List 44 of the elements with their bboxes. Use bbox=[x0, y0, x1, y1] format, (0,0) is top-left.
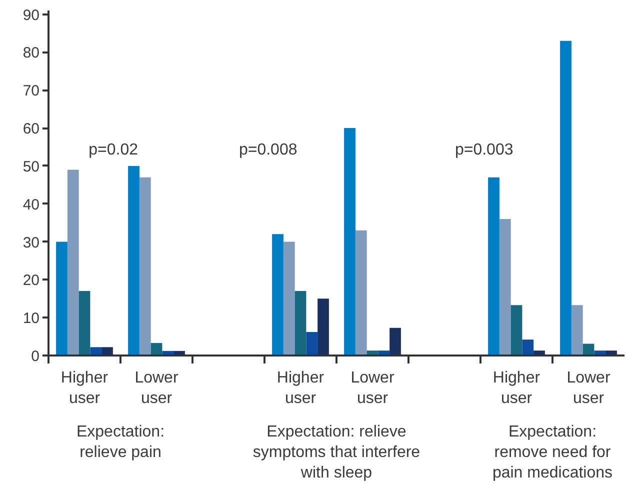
bar bbox=[67, 170, 79, 356]
annotation: p=0.003 bbox=[454, 141, 514, 158]
bar bbox=[344, 128, 356, 356]
y-tick-label: 20 bbox=[22, 272, 40, 290]
x-tick-label: Lower user bbox=[350, 370, 395, 407]
x-tick-label: Lower user bbox=[134, 370, 179, 407]
bar bbox=[78, 291, 90, 356]
bar bbox=[488, 177, 500, 356]
bar bbox=[522, 340, 534, 356]
text: Expectation: remove need for pain medications bbox=[492, 424, 613, 482]
x-tick-label: Higher user bbox=[60, 370, 109, 407]
bar bbox=[560, 40, 572, 356]
bar bbox=[582, 344, 594, 356]
y-tick-label: 40 bbox=[22, 196, 40, 214]
bar bbox=[128, 166, 140, 356]
bar bbox=[139, 177, 151, 356]
y-tick-label: 30 bbox=[22, 234, 40, 252]
y-tick-label: 0 bbox=[31, 348, 40, 365]
bar bbox=[306, 332, 318, 356]
x-tick-label: Lower user bbox=[566, 370, 611, 407]
y-tick-label: 60 bbox=[22, 120, 40, 138]
bar bbox=[90, 347, 102, 356]
bar bbox=[294, 291, 306, 356]
bar bbox=[499, 219, 511, 356]
bar bbox=[510, 305, 522, 356]
bar bbox=[571, 305, 583, 356]
y-tick-label: 10 bbox=[22, 310, 40, 328]
bar bbox=[102, 347, 113, 356]
bar bbox=[283, 242, 295, 356]
bar bbox=[355, 230, 367, 356]
bar bbox=[272, 234, 284, 356]
y-tick-label: 90 bbox=[22, 6, 40, 24]
bar bbox=[390, 328, 401, 356]
annotation: p=0.008 bbox=[238, 141, 298, 158]
text: Expectation: relieve symptoms that interfere with sleep bbox=[252, 424, 420, 482]
bar bbox=[56, 242, 68, 356]
y-tick-label: 70 bbox=[22, 82, 40, 100]
annotation: p=0.02 bbox=[88, 141, 138, 158]
bar bbox=[318, 298, 329, 356]
x-tick-label: Higher user bbox=[276, 370, 325, 407]
y-tick-label: 80 bbox=[22, 44, 40, 62]
y-tick-label: 50 bbox=[22, 158, 40, 176]
text: Expectation: relieve pain bbox=[76, 424, 165, 461]
x-tick-label: Higher user bbox=[492, 370, 541, 407]
